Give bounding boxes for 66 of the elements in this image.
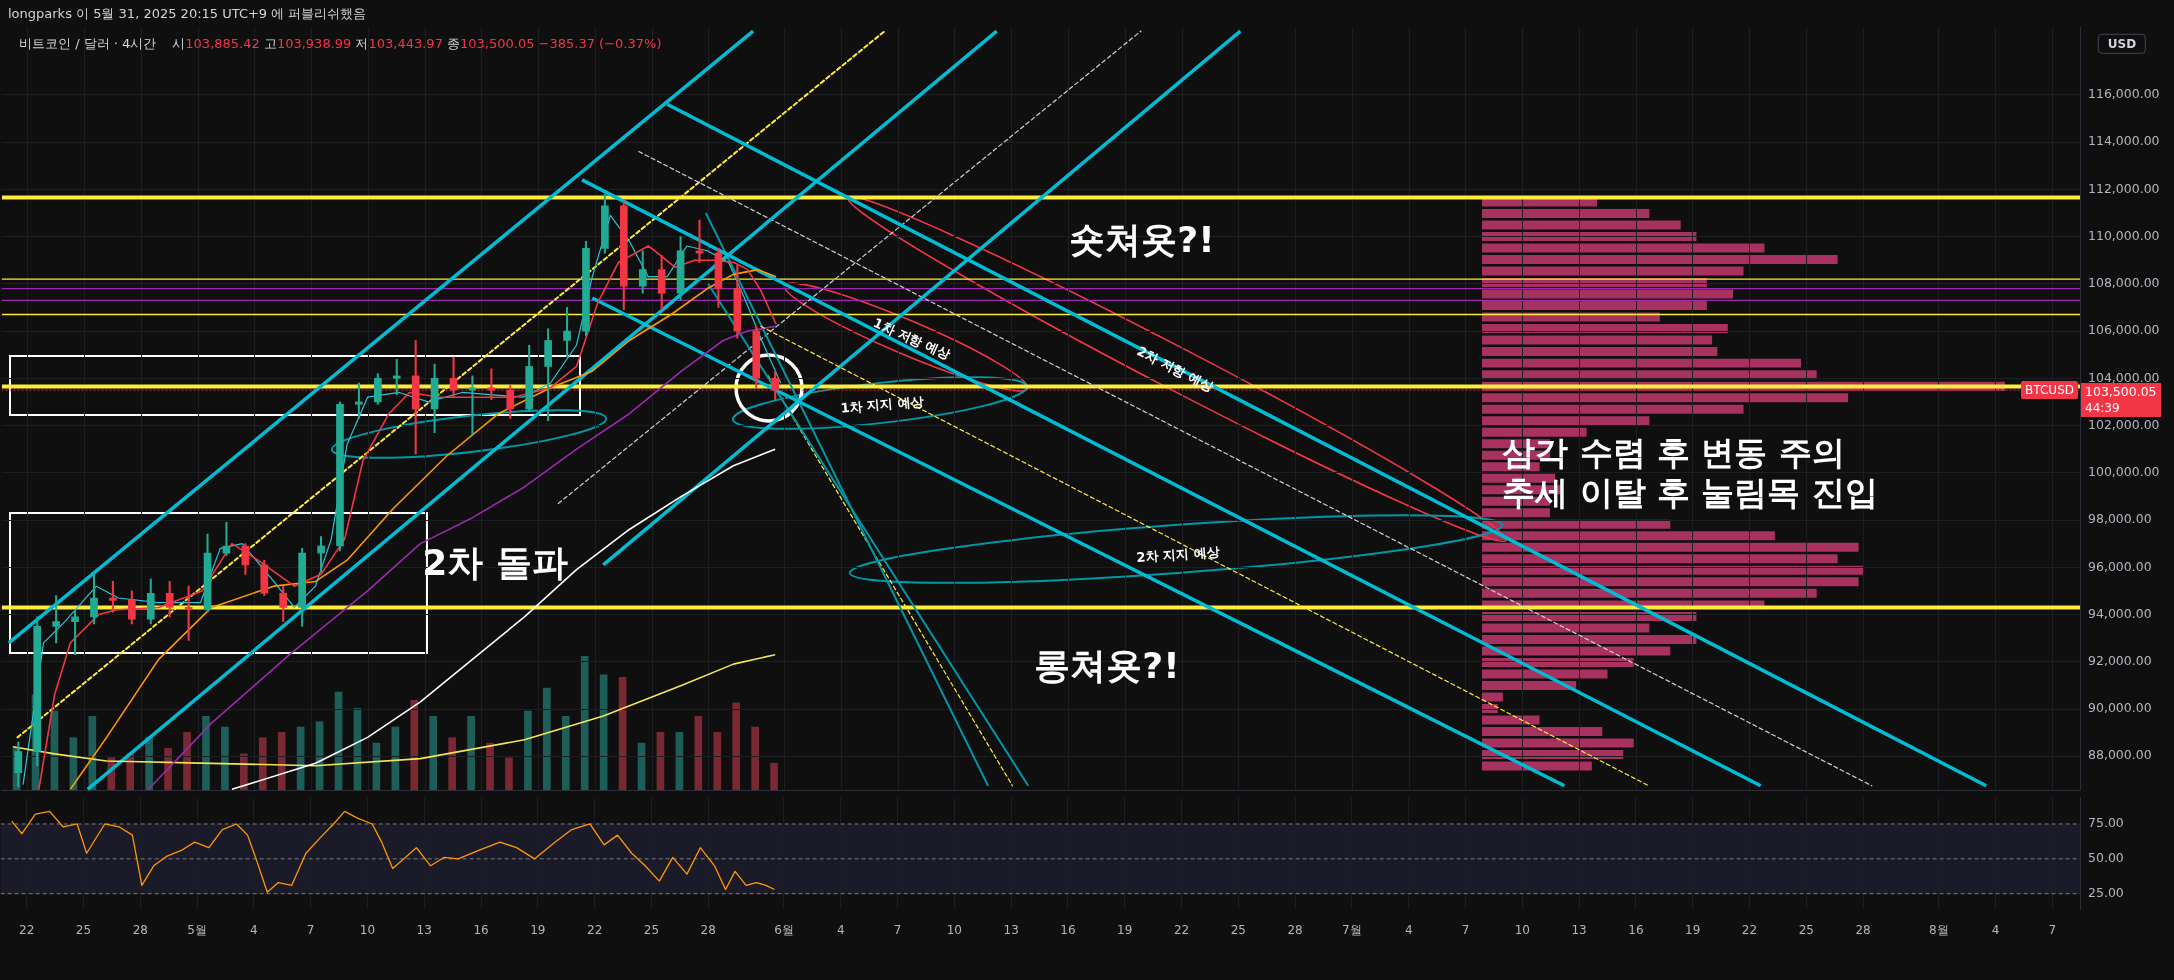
x-tick-label: 28 xyxy=(700,922,716,937)
x-tick-label: 25 xyxy=(643,922,660,937)
y-tick-label: 102,000.00 xyxy=(2088,416,2160,432)
y-tick-label: 75.00 xyxy=(2088,814,2124,830)
x-tick-label: 10 xyxy=(1514,922,1530,937)
y-tick-label: 116,000.00 xyxy=(2088,85,2160,101)
x-tick-label: 16 xyxy=(1060,922,1076,937)
y-tick-label: 96,000.00 xyxy=(2088,558,2152,574)
x-tick-label: 22 xyxy=(19,922,35,937)
x-tick-label: 7 xyxy=(893,922,902,937)
x-tick-label: 10 xyxy=(946,922,962,937)
x-tick-label: 5월 xyxy=(187,922,207,937)
x-tick-label: 16 xyxy=(1628,922,1644,937)
ref-line-label: BTCUSD xyxy=(2021,380,2078,399)
annotation: 숏쳐욧?! xyxy=(1069,218,1215,262)
y-tick-label: 108,000.00 xyxy=(2088,274,2160,290)
text: 44:39 xyxy=(2081,399,2161,417)
x-tick-label: 6월 xyxy=(774,922,794,937)
x-tick-label: 19 xyxy=(530,922,546,937)
text: USD xyxy=(2097,33,2147,55)
x-tick-label: 13 xyxy=(416,922,432,937)
annotation: 1차 저항 예상 xyxy=(870,314,954,364)
x-tick-label: 19 xyxy=(1117,922,1133,937)
y-tick-label: 100,000.00 xyxy=(2088,463,2160,479)
x-tick-label: 22 xyxy=(1741,922,1758,937)
text: longparks 이 5월 31, 2025 20:15 UTC+9 에 퍼블리쉬했음 xyxy=(8,6,367,22)
x-tick-label: 13 xyxy=(1571,922,1587,937)
y-tick-label: 106,000.00 xyxy=(2088,321,2160,337)
x-tick-label: 16 xyxy=(473,922,489,937)
y-tick-label: 88,000.00 xyxy=(2088,747,2152,762)
y-tick-label: 50.00 xyxy=(2088,849,2124,865)
text: 103,500.05 xyxy=(2081,382,2161,400)
x-tick-label: 10 xyxy=(359,922,376,937)
x-tick-label: 7 xyxy=(1461,922,1470,937)
text: 비트코인 / 달러 · 4시간 xyxy=(19,36,157,51)
annotation: 1차 지지 예상 xyxy=(839,393,925,417)
y-tick-label: 112,000.00 xyxy=(2088,180,2160,196)
x-tick-label: 13 xyxy=(1003,922,1019,937)
annotation: 2차 저항 예상 xyxy=(1134,343,1216,395)
x-tick-label: 22 xyxy=(587,922,603,937)
x-tick-label: 7월 xyxy=(1342,922,1362,937)
x-tick-label: 28 xyxy=(1855,922,1871,937)
x-tick-label: 28 xyxy=(1287,922,1303,937)
y-tick-label: 98,000.00 xyxy=(2088,510,2152,526)
x-tick-label: 4 xyxy=(1404,922,1413,937)
x-tick-label: 25 xyxy=(1798,922,1814,937)
y-tick-label: 114,000.00 xyxy=(2088,132,2160,148)
x-tick-label: 25 xyxy=(75,922,92,937)
x-tick-label: 4 xyxy=(836,922,845,937)
annotation: 롱쳐욧?! xyxy=(1034,644,1180,688)
annotation: 2차 지지 예상 xyxy=(1136,544,1220,566)
x-tick-label: 19 xyxy=(1685,922,1701,937)
x-tick-label: 28 xyxy=(132,922,148,937)
y-tick-label: 104,000.00 xyxy=(2088,369,2160,385)
y-tick-label: 25.00 xyxy=(2088,884,2124,900)
y-tick-label: 94,000.00 xyxy=(2088,605,2152,621)
y-tick-label: 90,000.00 xyxy=(2088,699,2152,715)
x-tick-label: 25 xyxy=(1230,922,1246,937)
y-tick-label: 92,000.00 xyxy=(2088,652,2152,668)
x-tick-label: 7 xyxy=(306,922,315,937)
x-tick-label: 8월 xyxy=(1928,922,1949,937)
x-tick-label: 7 xyxy=(2048,922,2057,937)
x-tick-label: 4 xyxy=(250,922,258,937)
x-tick-label: 22 xyxy=(1173,922,1190,937)
y-tick-label: 110,000.00 xyxy=(2088,227,2160,243)
x-tick-label: 4 xyxy=(1991,922,2000,937)
